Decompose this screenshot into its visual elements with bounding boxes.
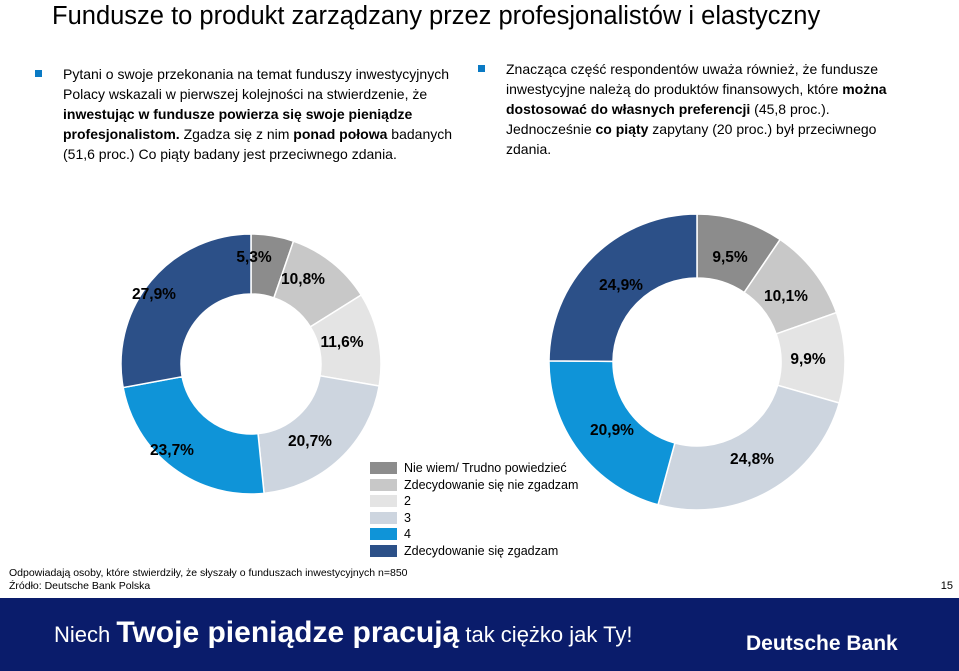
donut-slice bbox=[548, 213, 698, 363]
donut-chart-2: 9,5% 10,1% 9,9% 24,8% 20,9% 24,9% bbox=[548, 213, 846, 511]
legend-label: 4 bbox=[404, 527, 411, 541]
slice-data-label: 24,9% bbox=[599, 277, 643, 294]
slogan-part-2: Twoje pieniądze pracują bbox=[116, 616, 460, 649]
bullet-square-icon bbox=[35, 70, 42, 77]
page-number: 15 bbox=[940, 580, 953, 592]
legend-swatch bbox=[370, 544, 397, 557]
legend-swatch bbox=[370, 462, 397, 474]
legend-label: 3 bbox=[404, 510, 411, 525]
page-title: Fundusze to produkt zarządzany przez pro… bbox=[52, 2, 821, 30]
slice-data-label: 10,8% bbox=[281, 271, 325, 288]
donut-charts: 5,3%10,8%11,6%20,7%23,7%27,9% 9,5%10,1%9… bbox=[120, 213, 846, 511]
legend-swatch bbox=[370, 478, 397, 491]
legend-label: Nie wiem/ Trudno powiedzieć bbox=[404, 461, 567, 475]
legend-label: Zdecydowanie się nie zgadzam bbox=[404, 477, 579, 492]
slice-data-label: 5,3% bbox=[236, 249, 272, 266]
legend-swatch bbox=[370, 528, 397, 540]
slice-data-label: 27,9% bbox=[132, 286, 176, 303]
slice-data-label: 9,9% bbox=[790, 351, 826, 368]
slice-data-label: 10,1% bbox=[764, 288, 808, 305]
donut-slice bbox=[657, 384, 841, 511]
donut-slice bbox=[122, 375, 265, 495]
banner-slogan: Niech Twoje pieniądze pracują tak ciężko… bbox=[54, 616, 632, 650]
slice-data-label: 11,6% bbox=[320, 334, 363, 351]
bullet-point-2: Znacząca część respondentów uważa równie… bbox=[478, 59, 908, 159]
slogan-part-3: tak ciężko jak Ty! bbox=[459, 622, 633, 647]
donut-chart-1: 5,3% 10,8% 11,6% 20,7% 23,7% 27,9% bbox=[120, 233, 382, 495]
donut-slice bbox=[548, 360, 676, 506]
bullet-text-2: Znacząca część respondentów uważa równie… bbox=[506, 61, 887, 157]
bullet-point-1: Pytani o swoje przekonania na temat fund… bbox=[35, 64, 465, 164]
brand-name: Deutsche Bank bbox=[746, 632, 898, 655]
legend-swatch bbox=[370, 495, 397, 507]
slice-data-label: 20,9% bbox=[590, 422, 634, 439]
legend-label: 2 bbox=[404, 494, 411, 508]
footnote-sample: Odpowiadają osoby, które stwierdziły, że… bbox=[9, 567, 408, 579]
slice-data-label: 23,7% bbox=[150, 442, 194, 459]
legend-swatch bbox=[370, 511, 397, 524]
deutsche-bank-logo-icon bbox=[0, 0, 40, 40]
legend-label: Zdecydowanie się zgadzam bbox=[404, 543, 559, 558]
footnote-source: Źródło: Deutsche Bank Polska bbox=[9, 580, 151, 592]
slogan-part-1: Niech bbox=[54, 622, 117, 647]
slice-data-label: 24,8% bbox=[730, 451, 774, 468]
donut-slice bbox=[120, 233, 252, 389]
slice-data-label: 20,7% bbox=[288, 433, 332, 450]
footer-banner: Niech Twoje pieniądze pracują tak ciężko… bbox=[0, 598, 959, 671]
slice-data-label: 9,5% bbox=[712, 249, 748, 266]
bullet-text-1: Pytani o swoje przekonania na temat fund… bbox=[63, 66, 453, 162]
bullet-square-icon bbox=[478, 65, 485, 72]
